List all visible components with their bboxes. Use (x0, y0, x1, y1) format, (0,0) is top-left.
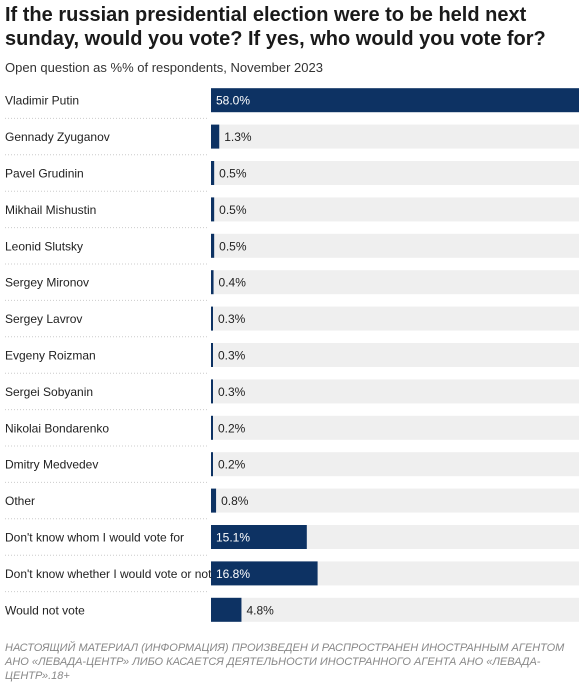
value-label: 16.8% (216, 567, 250, 581)
bar (211, 161, 215, 185)
category-label: Would not vote (5, 603, 85, 617)
bar (211, 124, 220, 149)
category-label: Pavel Grudinin (5, 167, 84, 181)
bar (211, 525, 307, 549)
chart-subtitle: Open question as %% of respondents, Nove… (5, 60, 323, 75)
category-label: Don't know whether I would vote or not (5, 567, 212, 581)
bar (211, 488, 217, 513)
value-label: 0.3% (218, 312, 246, 326)
bar (211, 343, 213, 367)
bar (211, 597, 242, 622)
category-label: Dmitry Medvedev (5, 458, 98, 472)
value-label: 4.8% (246, 603, 274, 617)
value-label: 15.1% (216, 531, 250, 545)
value-label: 0.5% (219, 203, 247, 217)
bar (211, 306, 213, 331)
value-label: 0.2% (218, 421, 246, 435)
bar-track (211, 270, 579, 295)
bar-track (211, 197, 579, 222)
foreign-agent-disclaimer: НАСТОЯЩИЙ МАТЕРИАЛ (ИНФОРМАЦИЯ) ПРОИЗВЕД… (5, 642, 565, 682)
bar (211, 452, 213, 477)
category-label: Vladimir Putin (5, 94, 79, 108)
bar-track (211, 597, 579, 622)
bar-track (211, 161, 579, 185)
bar-track (211, 488, 579, 513)
category-label: Sergey Mironov (5, 276, 89, 290)
bar-track (211, 343, 579, 367)
bar-track (211, 452, 579, 477)
bar-track (211, 415, 579, 440)
bar-track (211, 124, 579, 149)
bar (211, 270, 214, 295)
bar (211, 88, 579, 113)
category-label: Mikhail Mishustin (5, 203, 96, 217)
value-label: 58.0% (216, 94, 250, 108)
bar (211, 561, 318, 586)
category-label: Leonid Slutsky (5, 239, 83, 253)
bar-track (211, 306, 579, 331)
category-label: Sergei Sobyanin (5, 385, 93, 399)
category-label: Don't know whom I would vote for (5, 531, 184, 545)
bar-track (211, 379, 579, 404)
category-label: Nikolai Bondarenko (5, 421, 109, 435)
value-label: 0.3% (218, 385, 246, 399)
bar (211, 379, 213, 404)
value-label: 0.2% (218, 458, 246, 472)
chart-title: If the russian presidential election wer… (5, 4, 546, 50)
category-label: Sergey Lavrov (5, 312, 82, 326)
bar (211, 197, 215, 222)
value-label: 0.4% (219, 276, 247, 290)
category-label: Other (5, 494, 35, 508)
bar (211, 415, 213, 440)
bar (211, 233, 215, 258)
value-label: 0.3% (218, 349, 246, 363)
bar-chart: Vladimir Putin 58.0% Gennady Zyuganov 1.3% P… (5, 88, 579, 622)
category-label: Evgeny Roizman (5, 349, 96, 363)
category-label: Gennady Zyuganov (5, 130, 110, 144)
value-label: 0.5% (219, 239, 247, 253)
bar-track (211, 233, 579, 258)
value-label: 0.5% (219, 167, 247, 181)
value-label: 0.8% (221, 494, 249, 508)
value-label: 1.3% (224, 130, 252, 144)
